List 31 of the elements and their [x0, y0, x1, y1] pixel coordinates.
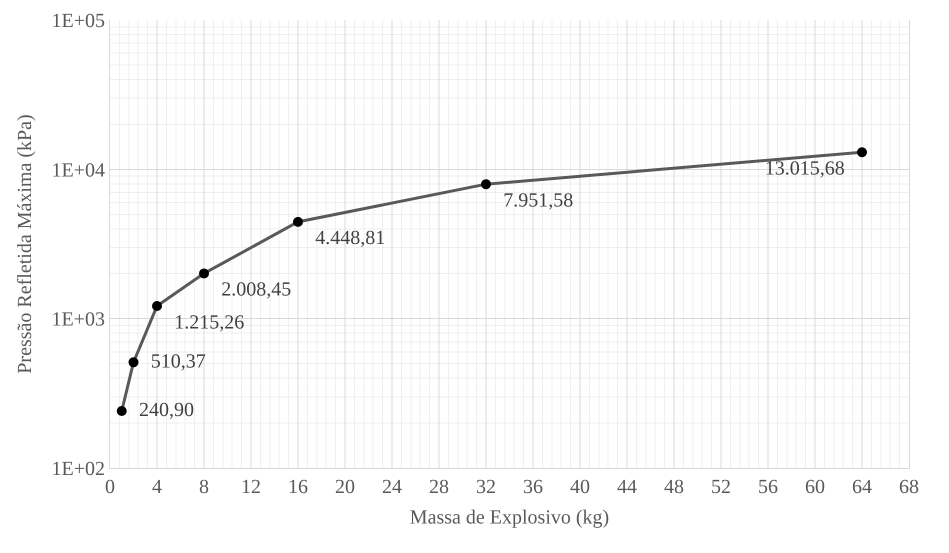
x-axis-title: Massa de Explosivo (kg) — [410, 506, 610, 528]
y-tick-label: 1E+02 — [52, 458, 105, 480]
data-label: 4.448,81 — [305, 227, 396, 250]
x-tick-label: 52 — [711, 476, 731, 498]
x-tick-label: 12 — [241, 476, 261, 498]
x-tick-label: 56 — [758, 476, 778, 498]
x-tick-label: 16 — [288, 476, 308, 498]
y-tick-label: 1E+03 — [52, 308, 105, 331]
data-label: 2.008,45 — [211, 278, 302, 301]
data-label: 510,37 — [140, 350, 216, 372]
x-tick-label: 0 — [105, 476, 115, 498]
x-tick-label: 20 — [335, 476, 355, 498]
x-tick-label: 44 — [617, 476, 637, 498]
x-tick-label: 8 — [199, 476, 209, 498]
y-tick-label: 1E+04 — [52, 159, 105, 182]
data-label: 240,90 — [129, 398, 204, 421]
x-tick-label: 48 — [664, 476, 684, 498]
x-tick-label: 68 — [899, 476, 919, 498]
x-tick-label: 40 — [570, 476, 590, 498]
x-tick-label: 32 — [476, 476, 496, 498]
x-tick-label: 36 — [523, 476, 543, 498]
x-tick-label: 4 — [152, 476, 162, 498]
x-tick-label: 28 — [429, 476, 449, 498]
data-label: 1.215,26 — [164, 311, 254, 334]
x-tick-label: 24 — [382, 476, 402, 498]
data-label: 13.015,68 — [754, 157, 855, 180]
x-tick-label: 64 — [852, 476, 872, 498]
y-axis-title: Pressão Refletida Máxima (kPa) — [14, 114, 36, 374]
y-tick-label: 1E+05 — [52, 10, 105, 32]
data-label: 7.951,58 — [493, 189, 584, 212]
x-tick-label: 60 — [805, 476, 825, 498]
